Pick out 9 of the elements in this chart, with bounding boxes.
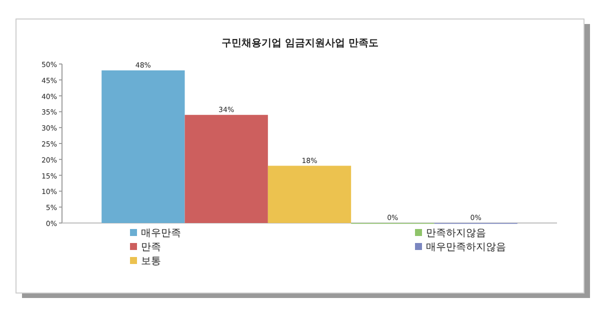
chart-title: 구민채용기업 임금지원사업 만족도 [222,38,378,49]
bar [268,166,352,223]
legend-label: 매우만족 [141,228,181,239]
legend-label: 보통 [141,256,161,267]
legend-label: 매우만족하지않음 [426,242,506,253]
legend-label: 만족 [141,242,161,253]
bar [184,114,268,223]
bar [102,70,185,223]
legend-label: 만족하지않음 [426,228,486,239]
